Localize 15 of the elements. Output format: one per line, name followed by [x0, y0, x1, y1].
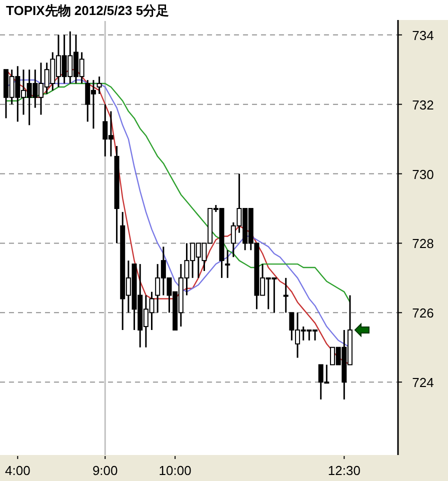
line-series — [5, 82, 351, 303]
y-tick-label: 724 — [412, 375, 434, 390]
y-tick-label: 726 — [412, 306, 434, 321]
candlestick — [283, 277, 288, 314]
x-tick-label: 12:30 — [328, 463, 360, 478]
candlestick — [225, 249, 230, 279]
chart-title: TOPIX先物 2012/5/23 5分足 — [6, 3, 170, 18]
x-tick-label: 4:00 — [5, 463, 30, 478]
y-tick-label: 734 — [412, 28, 434, 43]
x-tick-label: 9:00 — [92, 463, 118, 478]
y-tick-label: 728 — [412, 236, 434, 252]
x-tick-label: 10:00 — [158, 463, 192, 478]
y-tick-label: 730 — [412, 166, 434, 182]
y-tick-label: 732 — [412, 97, 434, 112]
candlestick — [96, 76, 102, 95]
